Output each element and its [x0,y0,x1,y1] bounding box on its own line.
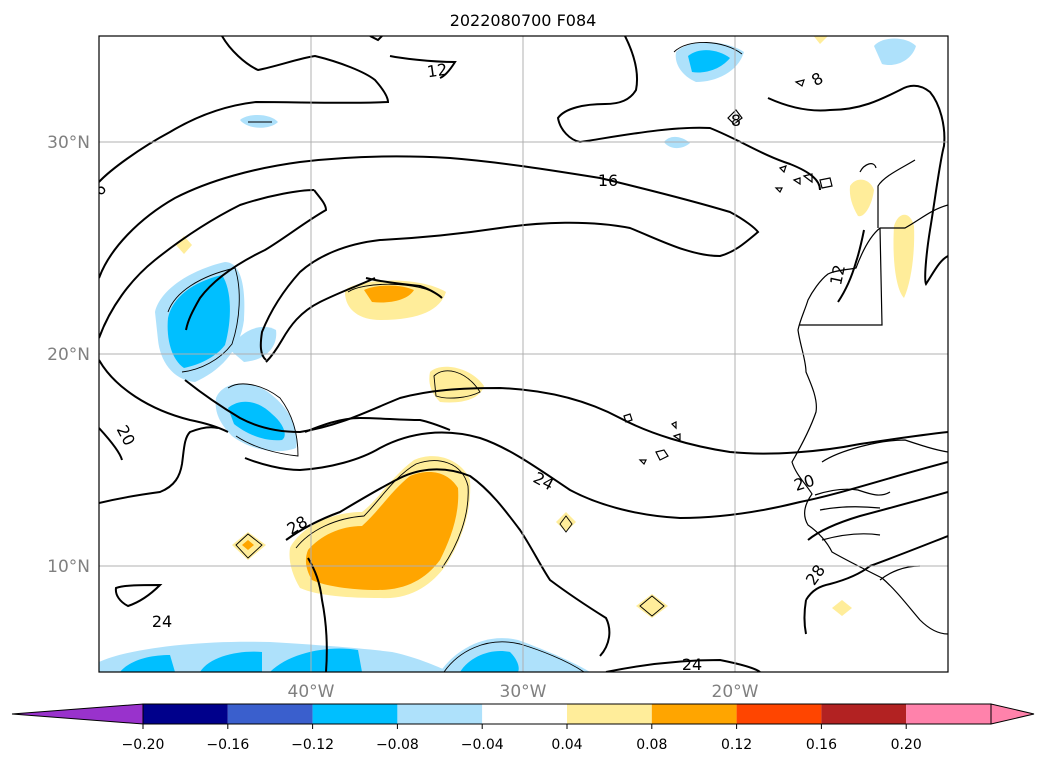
lon-label-30w: 30°W [500,682,547,702]
height-contours [99,36,948,672]
contour-label: 12 [826,263,849,287]
colorbar-segment [143,704,228,724]
colorbar-tick-label: −0.20 [122,737,165,753]
graticule [99,36,948,672]
colorbar-segment [567,704,652,724]
colorbar-tick-label: −0.04 [461,737,504,753]
colorbar-segment [651,704,737,724]
colorbar-extend-low [11,703,144,725]
colorbar-tick-label: 0.04 [551,737,582,753]
colorbar-segment [397,704,483,724]
colorbar-tick-label: 0.08 [636,737,667,753]
colorbar-tick-label: 0.20 [891,737,922,753]
positive-anomaly-shading [176,36,915,618]
colorbar: −0.20 −0.16 −0.12 −0.08 −0.04 0.04 0.08 0.12 0.1… [11,703,1035,753]
contour-label: 6 [89,179,110,199]
contour-label: 12 [426,60,449,82]
contour-label: 8 [731,111,741,130]
map-frame [98,35,949,673]
lon-label-20w: 20°W [712,682,759,702]
lat-label-20n: 20°N [47,345,90,365]
colorbar-tick-label: 0.12 [721,737,752,753]
contour-label: 16 [598,171,618,190]
lat-label-10n: 10°N [47,557,90,577]
figure-title: 2022080700 F084 [450,11,597,30]
colorbar-segment [821,704,907,724]
colorbar-segment [906,704,991,724]
colorbar-tick-label: −0.08 [376,737,419,753]
colorbar-tick-label: −0.16 [206,737,249,753]
colorbar-segment [736,704,822,724]
colorbar-tick-label: −0.12 [291,737,334,753]
contour-label: 24 [152,612,172,631]
contour-label: 24 [682,655,702,674]
colorbar-segment [227,704,313,724]
colorbar-tick-label: 0.16 [806,737,837,753]
colorbar-segment [312,704,398,724]
map-panel: 12 8 8 6 16 12 20 24 20 28 28 24 24 [89,36,948,674]
lon-label-40w: 40°W [288,682,335,702]
colorbar-extend-high [990,703,1035,725]
anomaly-outlines [167,42,743,672]
colorbar-segment [482,704,567,724]
lat-label-30n: 30°N [47,133,90,153]
